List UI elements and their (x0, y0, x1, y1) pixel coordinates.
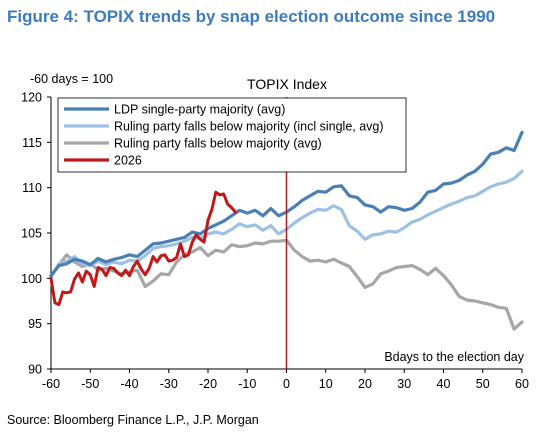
legend-label: Ruling party falls below majority (avg) (114, 137, 322, 151)
x-tick-label: 50 (476, 377, 490, 391)
y-tick-label: 120 (21, 91, 42, 105)
figure-title: Figure 4: TOPIX trends by snap election … (7, 7, 496, 26)
x-tick-label: -10 (238, 377, 256, 391)
x-tick-label: 20 (358, 377, 372, 391)
x-tick-label: -40 (120, 377, 138, 391)
y-tick-label: 90 (28, 363, 42, 377)
x-tick-label: -30 (160, 377, 178, 391)
y-tick-label: 110 (22, 181, 42, 195)
legend-label: LDP single-party majority (avg) (114, 103, 285, 117)
chart-title: TOPIX Index (247, 76, 327, 92)
x-axis-label: Bdays to the election day (384, 350, 524, 364)
y-tick-label: 105 (21, 227, 42, 241)
y-tick-label: 95 (28, 317, 42, 331)
x-tick-label: 0 (283, 377, 290, 391)
y-axis-label: -60 days = 100 (30, 72, 113, 86)
x-tick-label: -60 (42, 377, 60, 391)
source-note: Source: Bloomberg Finance L.P., J.P. Mor… (7, 413, 259, 427)
x-tick-label: -20 (199, 377, 217, 391)
y-tick-label: 115 (22, 136, 42, 150)
x-tick-label: 10 (319, 377, 333, 391)
axis-ticks: 90 95 100 105 110 115 120 -60 -50 -40 -30 -20 -10 0 10… (21, 91, 529, 392)
y-tick-label: 100 (21, 272, 42, 286)
x-tick-label: 40 (437, 377, 451, 391)
legend-box (57, 97, 407, 173)
x-tick-label: 60 (515, 377, 529, 391)
legend: LDP single-party majority (avg) Ruling pa… (57, 97, 407, 173)
x-tick-label: -50 (81, 377, 99, 391)
x-tick-label: 30 (397, 377, 411, 391)
series-line-3 (49, 190, 237, 307)
legend-label: Ruling party falls below majority (incl … (114, 120, 384, 134)
legend-label: 2026 (114, 154, 142, 168)
